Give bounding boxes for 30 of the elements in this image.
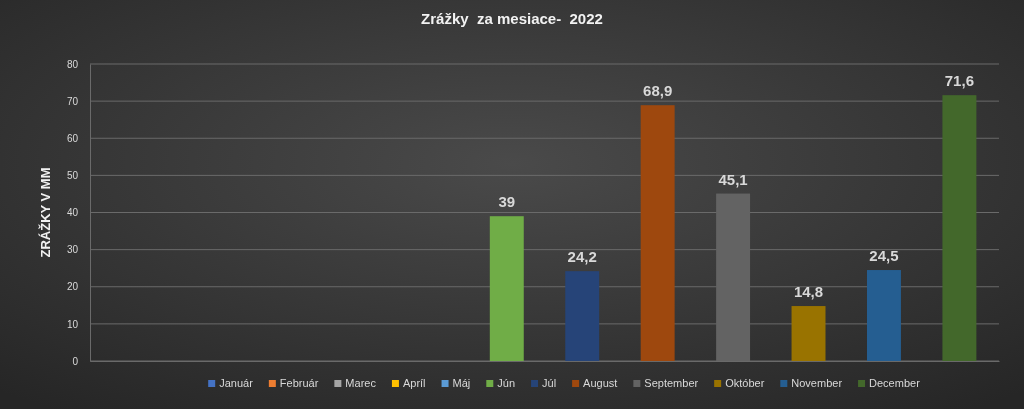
y-tick-label: 50 (66, 170, 79, 182)
data-label: 39 (498, 193, 516, 211)
data-label: 68,9 (643, 82, 673, 100)
legend-label: Júl (542, 377, 557, 389)
chart-title: Zrážky za mesiace- 2022 (421, 10, 603, 27)
legend-label: September (644, 377, 699, 389)
legend-label: Jún (497, 377, 516, 389)
data-label: 24,5 (869, 247, 899, 265)
data-label: 24,2 (567, 248, 597, 266)
legend-label: August (583, 377, 618, 389)
legend-label: Február (279, 377, 319, 389)
legend-label: November (791, 377, 843, 389)
legend-label: Máj (452, 377, 471, 389)
y-tick-label: 40 (66, 207, 79, 219)
y-tick-label: 30 (66, 244, 79, 256)
data-label: 71,6 (944, 72, 974, 90)
y-tick-label: 20 (66, 281, 79, 293)
legend-label: Marec (345, 377, 377, 389)
y-tick-label: 80 (66, 58, 79, 70)
legend-label: December (869, 377, 921, 389)
y-tick-label: 70 (66, 95, 79, 107)
y-axis-title: ZRÁŽKY V MM (38, 167, 53, 258)
y-tick-label: 0 (72, 355, 79, 367)
data-label: 14,8 (793, 283, 824, 301)
y-tick-label: 10 (66, 318, 79, 330)
legend-label: Január (219, 377, 254, 389)
legend-label: Október (725, 377, 765, 389)
legend-label: Apríl (402, 377, 426, 389)
data-label: 45,1 (718, 170, 748, 188)
y-tick-label: 60 (66, 132, 79, 144)
